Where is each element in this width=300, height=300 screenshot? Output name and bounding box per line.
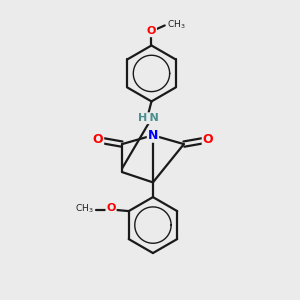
Text: CH$_3$: CH$_3$ [75,202,94,215]
Text: CH$_3$: CH$_3$ [167,19,185,31]
Text: O: O [93,133,103,146]
Text: H N: H N [138,113,159,123]
Text: N: N [148,129,158,142]
Text: O: O [203,133,213,146]
Text: O: O [106,203,116,213]
Text: O: O [147,26,156,36]
